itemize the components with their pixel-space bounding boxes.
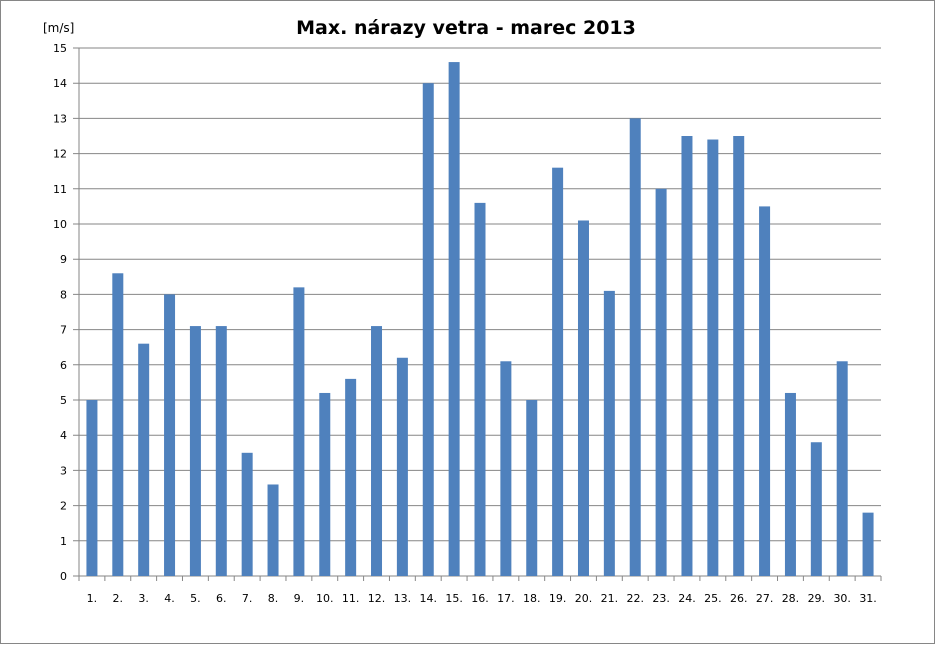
x-tick-label: 17. [497, 592, 515, 605]
y-axis-unit-label: [m/s] [43, 21, 74, 35]
bar [733, 136, 745, 576]
bar [500, 361, 512, 576]
x-tick-label: 25. [704, 592, 722, 605]
y-tick-label: 10 [53, 218, 67, 231]
bar [112, 273, 124, 576]
x-tick-label: 8. [268, 592, 279, 605]
y-tick-label: 12 [53, 148, 67, 161]
y-tick-label: 9 [60, 253, 67, 266]
bar [293, 287, 305, 576]
bar [552, 167, 564, 576]
x-tick-label: 2. [113, 592, 124, 605]
bar [241, 452, 253, 576]
x-tick-label: 15. [445, 592, 463, 605]
y-tick-label: 4 [60, 429, 67, 442]
x-tick-label: 6. [216, 592, 227, 605]
x-tick-label: 3. [138, 592, 149, 605]
x-tick-label: 29. [808, 592, 826, 605]
bar [164, 294, 176, 576]
x-tick-label: 10. [316, 592, 334, 605]
bar [474, 202, 486, 576]
bar [759, 206, 771, 576]
bar [603, 290, 615, 576]
bar [215, 326, 227, 576]
x-tick-label: 24. [678, 592, 696, 605]
x-tick-label: 11. [342, 592, 360, 605]
bar [577, 220, 589, 577]
x-tick-label: 18. [523, 592, 541, 605]
bar [629, 118, 641, 577]
bar [371, 326, 383, 576]
bar [655, 188, 667, 577]
x-tick-label: 23. [652, 592, 670, 605]
bar [784, 392, 796, 576]
x-tick-label: 22. [626, 592, 644, 605]
x-tick-label: 21. [601, 592, 619, 605]
x-tick-label: 19. [549, 592, 567, 605]
y-tick-label: 6 [60, 359, 67, 372]
bar [836, 361, 848, 576]
bar [862, 512, 874, 576]
x-tick-label: 14. [420, 592, 438, 605]
bar [345, 378, 357, 576]
chart-title: Max. nárazy vetra - marec 2013 [296, 17, 636, 39]
x-tick-label: 7. [242, 592, 253, 605]
bar [681, 136, 693, 576]
bar [396, 357, 408, 576]
x-tick-label: 27. [756, 592, 774, 605]
y-tick-label: 15 [53, 42, 67, 55]
x-tick-label: 1. [87, 592, 98, 605]
x-tick-label: 28. [782, 592, 800, 605]
x-tick-label: 5. [190, 592, 201, 605]
bar [707, 139, 719, 576]
bar [189, 326, 201, 576]
y-tick-label: 1 [60, 535, 67, 548]
y-tick-label: 14 [53, 77, 67, 90]
bar [448, 62, 460, 576]
bar [138, 343, 150, 576]
bar [86, 400, 98, 576]
y-tick-label: 7 [60, 324, 67, 337]
x-tick-label: 30. [833, 592, 851, 605]
x-tick-label: 26. [730, 592, 748, 605]
x-tick-label: 9. [294, 592, 305, 605]
y-tick-label: 13 [53, 112, 67, 125]
x-tick-label: 4. [164, 592, 175, 605]
x-tick-label: 13. [394, 592, 412, 605]
y-tick-label: 8 [60, 288, 67, 301]
y-tick-label: 2 [60, 500, 67, 513]
bar [319, 392, 331, 576]
bar [810, 442, 822, 576]
bar [422, 83, 434, 576]
x-tick-label: 20. [575, 592, 593, 605]
x-tick-label: 12. [368, 592, 386, 605]
x-tick-label: 31. [859, 592, 877, 605]
y-tick-label: 11 [53, 183, 67, 196]
bar [267, 484, 279, 576]
y-tick-label: 0 [60, 570, 67, 583]
x-tick-label: 16. [471, 592, 489, 605]
bar [526, 400, 538, 576]
y-tick-label: 3 [60, 464, 67, 477]
y-tick-label: 5 [60, 394, 67, 407]
